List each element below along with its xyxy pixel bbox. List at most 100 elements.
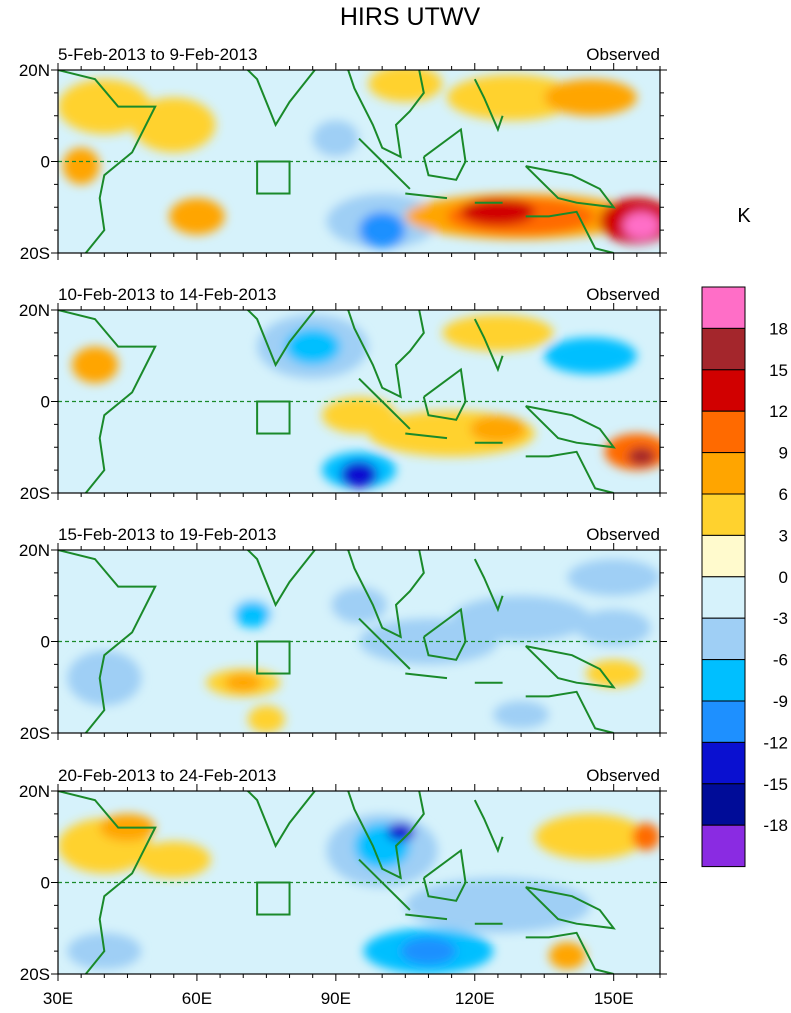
panel-period: 5-Feb-2013 to 9-Feb-2013 — [58, 45, 257, 64]
anomaly-blob — [331, 586, 387, 624]
panel-label: Observed — [586, 285, 660, 304]
anomaly-blob — [95, 428, 207, 466]
anomaly-blob — [58, 79, 151, 135]
anomaly-blob — [335, 682, 429, 729]
anomaly-blob — [284, 328, 341, 365]
colorbar-label: 9 — [779, 444, 788, 463]
y-tick-label: 20N — [19, 541, 50, 560]
colorbar-label: -3 — [773, 609, 788, 628]
anomaly-blob — [585, 659, 642, 688]
chart-title: HIRS UTWV — [340, 3, 481, 31]
colorbar-label: -18 — [763, 816, 788, 835]
panel-label: Observed — [586, 766, 660, 785]
region-box — [256, 881, 291, 916]
y-tick-label: 20S — [20, 965, 50, 984]
colorbar-swatch — [701, 700, 746, 743]
y-tick-label: 0 — [41, 874, 50, 893]
region-box — [256, 400, 291, 435]
colorbar-swatch — [701, 369, 746, 412]
colorbar-label: 18 — [769, 319, 788, 338]
panel-1: 20N 0 20S 5-Feb-2013 to 9-Feb-2013 Observed — [19, 45, 667, 263]
x-tick-label: 150E — [594, 989, 634, 1008]
y-tick-label: 0 — [41, 153, 50, 172]
panel-3: 20N 0 20S 15-Feb-2013 to 19-Feb-2013 Observe… — [19, 525, 667, 743]
coastlines — [58, 791, 616, 974]
colorbar-swatch — [701, 783, 746, 826]
anomaly-blob — [62, 147, 100, 185]
y-tick-label: 20S — [20, 724, 50, 743]
anomaly-blob — [400, 937, 457, 965]
panel-period: 20-Feb-2013 to 24-Feb-2013 — [58, 766, 276, 785]
x-tick-label: 30E — [43, 989, 73, 1008]
anomaly-blob — [368, 70, 443, 103]
colorbar-swatch — [701, 741, 746, 785]
anomaly-blob — [548, 941, 586, 970]
colorbar-swatch — [701, 493, 746, 536]
anomaly-field — [58, 70, 660, 253]
anomaly-blob — [446, 74, 577, 121]
anomaly-field — [58, 550, 660, 733]
colorbar-label: -15 — [763, 775, 788, 794]
coastlines — [58, 550, 616, 733]
x-tick-label: 60E — [182, 989, 212, 1008]
colorbar-swatch — [701, 452, 746, 495]
anomaly-field — [58, 310, 660, 493]
colorbar-swatch — [701, 410, 746, 454]
anomaly-blob — [544, 337, 637, 375]
x-tick-label: 90E — [321, 989, 351, 1008]
y-tick-label: 20N — [19, 301, 50, 320]
anomaly-blob — [233, 600, 272, 628]
colorbar-swatch — [701, 659, 746, 702]
anomaly-blob — [224, 673, 262, 692]
anomaly-blob — [493, 700, 549, 729]
panel-label: Observed — [586, 525, 660, 544]
anomaly-blob — [534, 813, 647, 860]
anomaly-blob — [544, 79, 637, 116]
anomaly-blob — [470, 415, 526, 443]
anomaly-blob — [340, 460, 378, 489]
region-box — [256, 160, 291, 195]
anomaly-blob — [210, 914, 322, 961]
colorbar-label: -6 — [773, 651, 788, 670]
colorbar-unit: K — [737, 205, 751, 227]
region-box — [256, 640, 291, 675]
coastlines — [58, 70, 616, 253]
anomaly-blob — [359, 211, 406, 249]
colorbar-label: 0 — [779, 568, 788, 587]
anomaly-blob — [622, 211, 660, 240]
colorbar-swatch — [701, 824, 746, 868]
y-tick-label: 20N — [19, 61, 50, 80]
anomaly-blob — [576, 609, 651, 647]
y-tick-label: 0 — [41, 633, 50, 652]
y-tick-label: 20S — [20, 244, 50, 263]
panel-period: 10-Feb-2013 to 14-Feb-2013 — [58, 285, 276, 304]
anomaly-blob — [442, 314, 554, 352]
anomaly-blob — [632, 823, 660, 851]
panel-4: 20N 0 20S 20-Feb-2013 to 24-Feb-2013 Observe… — [19, 766, 667, 984]
coastlines — [58, 310, 616, 493]
anomaly-blob — [169, 198, 225, 235]
colorbar-label: -9 — [773, 692, 788, 711]
anomaly-blob — [567, 559, 660, 596]
colorbar-label: 15 — [769, 361, 788, 380]
anomaly-blob — [312, 120, 359, 157]
colorbar-label: 6 — [779, 485, 788, 504]
colorbar: 18 15 12 9 6 3 0 -3 -6 -9 -12 -15 -18 — [701, 286, 788, 868]
colorbar-label: -12 — [763, 733, 788, 752]
colorbar-swatch — [701, 327, 746, 371]
panel-period: 15-Feb-2013 to 19-Feb-2013 — [58, 525, 276, 544]
anomaly-blob — [247, 705, 285, 733]
y-tick-label: 20N — [19, 782, 50, 801]
colorbar-label: 3 — [779, 526, 788, 545]
anomaly-blob — [451, 595, 591, 642]
panel-2: 20N 0 20S 10-Feb-2013 to 14-Feb-2013 Observe… — [19, 285, 667, 503]
anomaly-blob — [386, 823, 415, 842]
panel-label: Observed — [586, 45, 660, 64]
anomaly-blob — [460, 198, 535, 226]
x-tick-label: 120E — [455, 989, 495, 1008]
colorbar-swatch — [701, 576, 746, 619]
anomaly-blob — [627, 447, 656, 466]
colorbar-swatch — [701, 534, 746, 578]
y-tick-label: 20S — [20, 484, 50, 503]
